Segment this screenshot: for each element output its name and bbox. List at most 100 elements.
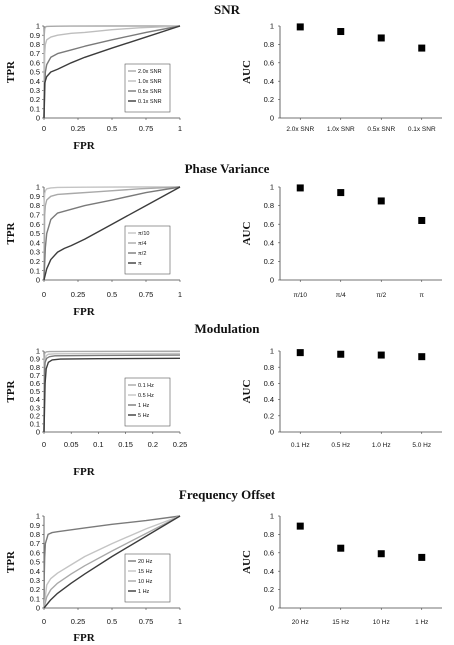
auc-y-tick-label: 0.6 xyxy=(264,548,274,557)
roc-legend: 20 Hz 15 Hz 10 Hz 1 Hz xyxy=(124,553,171,603)
auc-y-tick-label: 0.2 xyxy=(264,411,274,420)
auc-y-tick-label: 0.4 xyxy=(264,238,274,247)
auc-y-tick-label: 0.4 xyxy=(264,567,274,576)
auc-point xyxy=(377,351,385,359)
roc-x-tick-label: 0.5 xyxy=(107,617,117,626)
auc-point xyxy=(377,550,385,558)
roc-y-tick-label: 0 xyxy=(36,604,40,613)
legend-label-0: 2.0x SNR xyxy=(138,69,162,75)
legend-label-0: 0.1 Hz xyxy=(138,383,154,389)
roc-x-tick-label: 0 xyxy=(42,124,46,133)
roc-x-tick-label: 0.05 xyxy=(64,440,79,449)
roc-y-tick-label: 0.4 xyxy=(30,77,40,86)
roc-y-tick-label: 0.6 xyxy=(30,379,40,388)
panel-row-3: Frequency Offset00.10.20.30.40.50.60.70.… xyxy=(5,487,442,644)
roc-series-line-0 xyxy=(43,515,181,609)
roc-chart: 00.10.20.30.40.50.60.70.80.910 0.25 0.5 0.7… xyxy=(5,512,182,644)
roc-x-tick-label: 0 xyxy=(42,617,46,626)
auc-chart: 0 0.2 0.4 0.6 0.8 1 AUC π/10 π/4 π/2 π xyxy=(241,183,442,299)
roc-y-tick-label: 0.5 xyxy=(30,387,40,396)
roc-y-tick-label: 0.5 xyxy=(30,229,40,238)
auc-chart: 0 0.2 0.4 0.6 0.8 1 AUC 2.0x SNR 1.0x SNR 0.5x SN… xyxy=(241,22,442,133)
auc-point xyxy=(418,216,426,224)
roc-y-tick-label: 0.8 xyxy=(30,40,40,49)
auc-y-tick-label: 0.4 xyxy=(264,395,274,404)
legend-box xyxy=(124,377,171,427)
roc-y-tick-label: 0.8 xyxy=(30,363,40,372)
legend-label-1: 1.0x SNR xyxy=(138,79,162,85)
roc-x-tick-label: 0.25 xyxy=(71,124,86,133)
auc-point xyxy=(337,189,345,197)
auc-category-label: 10 Hz xyxy=(373,619,390,626)
legend-label-3: 1 Hz xyxy=(138,589,150,595)
roc-y-tick-label: 0.1 xyxy=(30,420,40,429)
legend-label-3: π xyxy=(138,261,142,267)
legend-label-2: π/2 xyxy=(138,251,146,257)
roc-x-axis-title: FPR xyxy=(73,306,95,318)
roc-y-tick-label: 0.3 xyxy=(30,403,40,412)
roc-x-tick-label: 0 xyxy=(42,440,46,449)
auc-y-tick-label: 0.2 xyxy=(264,257,274,266)
roc-x-tick-label: 1 xyxy=(178,617,182,626)
roc-series-line-0 xyxy=(43,186,180,281)
roc-y-tick-label: 0.9 xyxy=(30,355,40,364)
panel-title: Modulation xyxy=(194,321,260,336)
roc-y-tick-label: 0.3 xyxy=(30,86,40,95)
auc-point xyxy=(296,184,304,192)
auc-category-label: 0.5x SNR xyxy=(367,126,395,133)
roc-series-line-0 xyxy=(43,25,180,119)
panel-title: Frequency Offset xyxy=(179,487,276,502)
roc-x-axis-title: FPR xyxy=(73,140,95,152)
roc-y-tick-label: 0.3 xyxy=(30,576,40,585)
roc-x-axis-title: FPR xyxy=(73,632,95,644)
roc-y-tick-label: 1 xyxy=(36,22,40,31)
auc-y-axis-title: AUC xyxy=(241,222,253,246)
legend-label-0: π/10 xyxy=(138,231,149,237)
roc-series-line-2 xyxy=(43,186,181,281)
roc-x-tick-label: 0.75 xyxy=(139,290,154,299)
roc-y-axis-title: TPR xyxy=(5,221,17,244)
roc-chart: 00.10.20.30.40.50.60.70.80.910 0.25 0.5 0.7… xyxy=(5,183,182,318)
panel-row-1: Phase Variance00.10.20.30.40.50.60.70.80… xyxy=(5,161,442,318)
roc-y-tick-label: 0.7 xyxy=(30,539,40,548)
legend-label-1: 15 Hz xyxy=(138,569,153,575)
roc-series-line-3 xyxy=(43,357,181,433)
auc-point xyxy=(337,544,345,552)
auc-y-axis-title: AUC xyxy=(241,380,253,404)
auc-y-tick-label: 0.6 xyxy=(264,379,274,388)
auc-point xyxy=(377,197,385,205)
roc-y-tick-label: 0.7 xyxy=(30,371,40,380)
roc-y-axis-title: TPR xyxy=(5,379,17,402)
auc-y-tick-label: 0.4 xyxy=(264,77,274,86)
roc-y-tick-label: 0.2 xyxy=(30,411,40,420)
auc-category-label: 1 Hz xyxy=(415,619,428,626)
auc-category-label: 20 Hz xyxy=(292,619,309,626)
roc-y-axis-title: TPR xyxy=(5,550,17,573)
roc-y-tick-label: 0.9 xyxy=(30,521,40,530)
legend-label-2: 10 Hz xyxy=(138,579,153,585)
legend-box xyxy=(124,553,171,603)
roc-y-tick-label: 0 xyxy=(36,114,40,123)
roc-y-tick-label: 1 xyxy=(36,183,40,192)
roc-series-line-3 xyxy=(43,515,181,609)
auc-y-tick-label: 1 xyxy=(270,22,274,31)
auc-y-tick-label: 1 xyxy=(270,183,274,192)
legend-label-1: 0.5 Hz xyxy=(138,393,154,399)
roc-y-tick-label: 1 xyxy=(36,347,40,356)
roc-y-tick-label: 0.2 xyxy=(30,257,40,266)
auc-y-tick-label: 0 xyxy=(270,428,274,437)
roc-x-tick-label: 0.2 xyxy=(148,440,158,449)
panel-row-2: Modulation00.10.20.30.40.50.60.70.80.910… xyxy=(5,321,442,478)
roc-x-tick-label: 0.75 xyxy=(139,124,154,133)
auc-category-label: π/4 xyxy=(336,292,346,299)
auc-y-tick-label: 0 xyxy=(270,276,274,285)
legend-label-1: π/4 xyxy=(138,241,146,247)
roc-y-tick-label: 1 xyxy=(36,512,40,521)
roc-x-tick-label: 0.25 xyxy=(173,440,188,449)
roc-y-tick-label: 0.7 xyxy=(30,211,40,220)
auc-y-tick-label: 0 xyxy=(270,114,274,123)
roc-x-tick-label: 0.25 xyxy=(71,617,86,626)
roc-y-tick-label: 0.3 xyxy=(30,248,40,257)
roc-legend: π/10 π/4 π/2 π xyxy=(124,225,171,275)
